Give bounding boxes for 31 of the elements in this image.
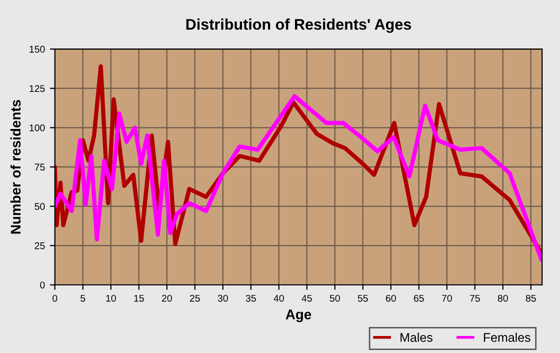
x-tick-label: 60 — [386, 294, 396, 302]
y-tick-label: 150 — [30, 46, 45, 53]
line-series — [54, 94, 542, 262]
x-tick-label: 5 — [80, 294, 86, 302]
chart-title: Distribution of Residents' Ages — [186, 18, 412, 33]
x-tick-label: 85 — [526, 294, 536, 302]
y-tick-label: 100 — [30, 124, 45, 132]
x-tick-label: 75 — [470, 294, 480, 302]
x-tick-label: 35 — [246, 294, 256, 302]
x-tick-label: 25 — [190, 294, 200, 302]
x-tick-label: 10 — [106, 294, 116, 302]
x-axis-title: Age — [286, 310, 312, 322]
x-tick-label: 45 — [302, 294, 312, 302]
y-tick-label: 75 — [34, 164, 45, 171]
x-tick-label: 40 — [274, 294, 284, 302]
x-tick-label: 65 — [414, 294, 424, 302]
y-axis-title: Number of residents — [10, 100, 21, 234]
y-tick-label: 50 — [34, 203, 45, 210]
x-tick-label: 20 — [162, 294, 172, 302]
y-tick-label: 25 — [34, 242, 45, 250]
x-tick-label: 50 — [330, 294, 340, 302]
x-tick-label: 55 — [358, 294, 368, 302]
x-tick-label: 80 — [498, 294, 508, 302]
x-tick-label: 0 — [52, 294, 58, 302]
y-tick-label: 0 — [40, 282, 45, 288]
x-tick-label: 30 — [218, 294, 228, 302]
y-tick-label: 125 — [30, 85, 45, 92]
legend-label: Males — [400, 332, 432, 342]
x-tick-label: 15 — [134, 294, 144, 302]
x-tick-label: 70 — [442, 294, 452, 302]
legend-label: Females — [484, 332, 530, 342]
